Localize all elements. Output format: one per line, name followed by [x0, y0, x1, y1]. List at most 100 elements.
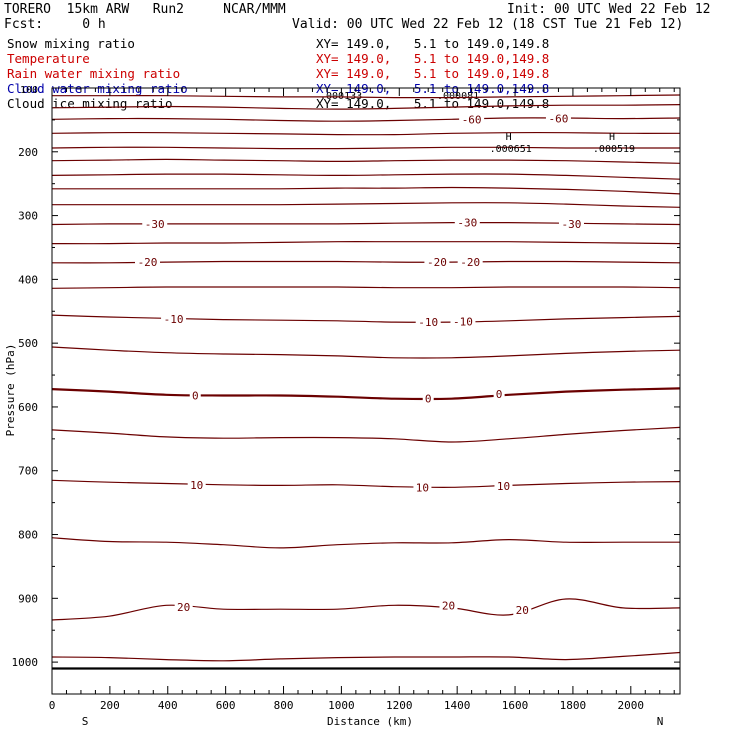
- isotherm-line: [52, 537, 680, 549]
- y-tick-label: 900: [18, 592, 38, 605]
- x-tick-label: 1400: [444, 699, 471, 712]
- high-value: .000519: [593, 144, 635, 155]
- contour-label: 10: [190, 479, 203, 492]
- contour-label: -10: [453, 315, 473, 328]
- contour-label: -20: [427, 256, 447, 269]
- model-title: TORERO 15km ARW Run2 NCAR/MMM: [4, 2, 286, 17]
- high-marker: H: [609, 132, 615, 143]
- isotherm-line: [52, 104, 680, 110]
- isotherm-line: [52, 202, 680, 208]
- contour-label-bg: [457, 256, 483, 269]
- contour-label: -60: [549, 113, 569, 126]
- x-axis-label: Distance (km): [327, 715, 413, 728]
- y-axis-label: Pressure (hPa): [4, 344, 17, 437]
- contour-label: 0: [425, 393, 432, 406]
- high-marker: H: [506, 132, 512, 143]
- y-tick-label: 400: [18, 273, 38, 286]
- contour-label-bg: [454, 216, 480, 229]
- contour-label-bg: [415, 316, 441, 329]
- contour-label-bg: [493, 388, 505, 401]
- x-tick-label: 1800: [560, 699, 587, 712]
- y-tick-label: 700: [18, 465, 38, 478]
- contour-label: -10: [164, 313, 184, 326]
- isotherm-line: [52, 173, 680, 180]
- x-tick-label: 1000: [328, 699, 355, 712]
- x-tick-label: 1600: [502, 699, 529, 712]
- contour-label-bg: [161, 312, 187, 325]
- contour-label-bg: [413, 481, 432, 494]
- contour-label-bg: [513, 603, 532, 616]
- overlap-value-right: .000081: [437, 91, 480, 102]
- x-tick-label: 0: [49, 699, 56, 712]
- isotherm-line: [52, 146, 680, 150]
- field-xy-temperature: XY= 149.0, 5.1 to 149.0,149.8: [316, 51, 550, 66]
- forecast-hour: Fcst: 0 h: [4, 17, 106, 32]
- contour-label-bg: [439, 599, 458, 612]
- contour-label: 10: [497, 480, 510, 493]
- y-tick-label: 300: [18, 210, 38, 223]
- contour-label: -30: [457, 217, 477, 230]
- contour-label: 20: [442, 599, 455, 612]
- contour-label-bg: [187, 478, 206, 491]
- contour-label-bg: [142, 217, 168, 230]
- contour-label: -60: [462, 113, 482, 126]
- init-time: Init: 00 UTC Wed 22 Feb 12: [507, 2, 711, 17]
- isotherm-line: [52, 94, 680, 99]
- contour-label-bg: [174, 601, 193, 614]
- contour-label: -20: [460, 256, 480, 269]
- isotherm-line: [52, 387, 680, 401]
- contour-label: 20: [516, 604, 529, 617]
- isotherm-line: [52, 241, 680, 245]
- contour-label-bg: [135, 256, 161, 269]
- isotherm-line: [52, 131, 680, 136]
- contour-label-bg: [558, 217, 584, 230]
- field-name-snow: Snow mixing ratio: [7, 36, 135, 51]
- contour-label: 10: [416, 481, 429, 494]
- y-tick-label: 600: [18, 401, 38, 414]
- contour-label-bg: [422, 392, 434, 405]
- field-name-rain: Rain water mixing ratio: [7, 66, 181, 81]
- y-tick-label: 200: [18, 146, 38, 159]
- contour-label-bg: [494, 480, 513, 493]
- overlap-top-tick: 100: [20, 85, 39, 96]
- isotherm-line: [52, 479, 680, 488]
- y-tick-label: 500: [18, 337, 38, 350]
- isotherm-line: [52, 346, 680, 359]
- isotherm-line: [52, 260, 680, 264]
- contour-label: -30: [145, 218, 165, 231]
- field-xy-rain: XY= 149.0, 5.1 to 149.0,149.8: [316, 66, 550, 81]
- contour-label-bg: [189, 389, 201, 402]
- x-end-south: S: [82, 715, 89, 728]
- isotherm-line: [52, 651, 680, 662]
- high-value: .000651: [490, 144, 532, 155]
- contour-label: 20: [177, 601, 190, 614]
- contour-label: -30: [562, 218, 582, 231]
- field-name-temperature: Temperature: [7, 51, 90, 66]
- contour-label: 0: [496, 388, 503, 401]
- isotherm-line: [52, 314, 680, 323]
- isotherm-line: [52, 117, 680, 122]
- contour-label-bg: [450, 315, 476, 328]
- x-tick-label: 2000: [618, 699, 645, 712]
- x-tick-label: 800: [274, 699, 294, 712]
- x-tick-label: 600: [216, 699, 236, 712]
- contour-label-bg: [459, 113, 485, 126]
- valid-time: Valid: 00 UTC Wed 22 Feb 12 (18 CST Tue …: [292, 17, 684, 32]
- contour-label-bg: [424, 256, 450, 269]
- y-tick-label: 1000: [12, 656, 39, 669]
- x-tick-label: 400: [158, 699, 178, 712]
- x-tick-label: 200: [100, 699, 120, 712]
- isotherm-line: [52, 186, 680, 195]
- y-tick-label: 800: [18, 529, 38, 542]
- contour-label-bg: [545, 112, 571, 125]
- field-xy-snow: XY= 149.0, 5.1 to 149.0,149.8: [316, 36, 550, 51]
- x-end-north: N: [657, 715, 664, 728]
- contour-label: 0: [192, 389, 199, 402]
- plot-frame: [51, 87, 681, 695]
- contour-label: -10: [418, 316, 438, 329]
- x-tick-label: 1200: [386, 699, 413, 712]
- isotherm-line: [52, 158, 680, 164]
- isotherm-line: [52, 286, 680, 289]
- isotherm-line: [52, 426, 680, 443]
